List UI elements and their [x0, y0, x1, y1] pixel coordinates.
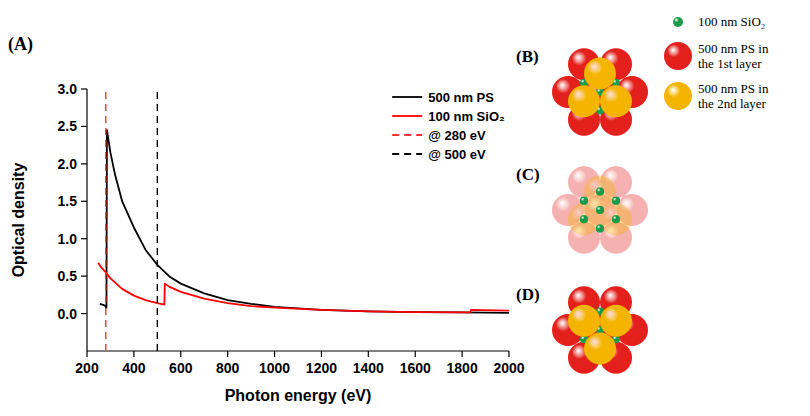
y-tick-label: 0.5: [58, 268, 78, 284]
y-tick-label: 1.0: [58, 231, 78, 247]
x-tick: [462, 351, 463, 357]
x-tick-label: 1600: [400, 360, 431, 376]
sphere-silica: [580, 197, 588, 205]
x-tick: [180, 351, 181, 357]
diagram-legend: 100 nm SiO₂500 nm PS inthe 1st layer500 …: [664, 14, 769, 111]
x-tick: [227, 351, 228, 357]
diagram-legend-label: 500 nm PS in: [698, 41, 769, 56]
figure: (A) 0.0 0.5 1.0 1.5 2.0 2.5 3.0 200 400 600 800 1000…: [0, 0, 810, 416]
legend-item: 100 nm SiO₂: [392, 109, 505, 124]
x-tick: [133, 351, 134, 357]
panel-label: (C): [516, 165, 540, 184]
sphere-silica: [580, 197, 588, 205]
sphere-ps-second-layer: [600, 305, 632, 337]
sphere-silica: [612, 197, 620, 205]
sphere-silica: [580, 215, 588, 223]
legend-item: @ 280 eV: [392, 128, 486, 143]
legend-swatch: [392, 134, 422, 136]
sphere-ps-second-layer: [600, 85, 632, 117]
x-tick: [508, 351, 509, 357]
y-tick: [81, 163, 87, 164]
sphere-silica: [596, 206, 604, 214]
y-tick-label: 2.0: [58, 156, 78, 172]
sphere-ps-second-layer: [584, 332, 616, 364]
legend-sphere: [664, 82, 692, 110]
plot-marks: [98, 89, 509, 351]
legend-swatch: [392, 153, 422, 155]
sphere-ps-second-layer: [584, 176, 616, 208]
x-tick: [368, 351, 369, 357]
y-tick: [81, 201, 87, 202]
y-axis-title: Optical density: [10, 163, 27, 278]
y-tick-label: 1.5: [58, 193, 78, 209]
series-line: [105, 89, 106, 351]
x-tick: [86, 351, 87, 357]
packing-diagram: [552, 286, 648, 373]
x-tick-label: 200: [75, 360, 99, 376]
sphere-ps-second-layer: [584, 58, 616, 90]
x-tick-label: 1000: [259, 360, 290, 376]
diagram-legend-label: 100 nm SiO₂: [698, 14, 765, 29]
x-axis-line: [87, 350, 509, 351]
sphere-ps-second-layer: [568, 85, 600, 117]
legend-label: 100 nm SiO₂: [428, 109, 505, 124]
sphere-silica: [596, 188, 604, 196]
packing-diagram: [552, 48, 648, 135]
packing-diagram: [552, 166, 648, 253]
x-tick-label: 2000: [493, 360, 524, 376]
x-tick: [274, 351, 275, 357]
sphere-silica: [596, 224, 604, 232]
y-tick-label: 0.0: [58, 306, 78, 322]
sphere-silica: [596, 224, 604, 232]
panel-label: (A): [8, 34, 33, 55]
sphere-ps-second-layer: [568, 305, 600, 337]
x-tick-label: 1400: [353, 360, 384, 376]
y-axis-line: [86, 89, 87, 351]
series-line: [157, 89, 158, 351]
x-tick-label: 400: [122, 360, 146, 376]
panel-label: (D): [516, 285, 540, 304]
legend-label: 500 nm PS: [428, 90, 494, 105]
diagram-legend-label: the 1st layer: [698, 56, 762, 71]
sphere-ps-second-layer: [568, 203, 600, 235]
y-tick: [81, 88, 87, 89]
legend-label: @ 500 eV: [428, 147, 486, 162]
legend-sphere: [664, 42, 692, 70]
sphere-silica: [612, 197, 620, 205]
sphere-silica: [612, 215, 620, 223]
y-tick: [81, 238, 87, 239]
panel-label: (B): [516, 47, 539, 66]
x-tick-label: 1200: [306, 360, 337, 376]
x-tick: [415, 351, 416, 357]
legend-swatch: [392, 115, 422, 117]
x-tick: [321, 351, 322, 357]
legend-label: @ 280 eV: [428, 128, 486, 143]
series-line: [98, 263, 509, 313]
legend-sphere: [673, 17, 683, 27]
legend-item: @ 500 eV: [392, 147, 486, 162]
legend-item: 500 nm PS: [392, 90, 494, 105]
sphere-silica: [612, 215, 620, 223]
x-tick-label: 1800: [447, 360, 478, 376]
x-axis-title: Photon energy (eV): [225, 387, 372, 404]
sphere-silica: [580, 215, 588, 223]
y-tick-label: 3.0: [58, 81, 78, 97]
diagram-legend-label: 500 nm PS in: [698, 81, 769, 96]
y-tick: [81, 313, 87, 314]
diagram-legend-label: the 2nd layer: [698, 96, 767, 111]
x-tick-label: 600: [169, 360, 193, 376]
x-tick-label: 800: [216, 360, 240, 376]
sphere-silica: [596, 188, 604, 196]
legend: 500 nm PS 100 nm SiO₂ @ 280 eV @ 500 eV: [392, 90, 505, 162]
series-line: [100, 130, 509, 313]
sphere-silica: [596, 206, 604, 214]
y-tick: [81, 126, 87, 127]
legend-swatch: [392, 96, 422, 98]
sphere-ps-second-layer: [600, 203, 632, 235]
y-tick: [81, 276, 87, 277]
y-tick-label: 2.5: [58, 118, 78, 134]
axes: 0.0 0.5 1.0 1.5 2.0 2.5 3.0 200 400 600 800 1000 120…: [10, 81, 525, 404]
